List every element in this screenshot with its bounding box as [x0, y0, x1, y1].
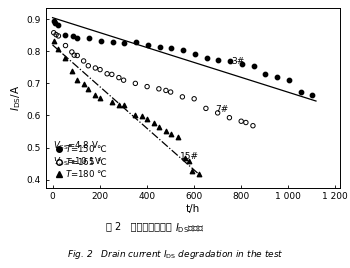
- Point: [192, 52, 198, 56]
- Point: [144, 117, 150, 121]
- Point: [175, 135, 181, 139]
- Point: [156, 125, 162, 129]
- Point: [140, 114, 145, 118]
- Point: [156, 87, 162, 91]
- Point: [196, 172, 202, 176]
- Point: [157, 44, 162, 49]
- Point: [239, 62, 245, 66]
- Y-axis label: $I_{\mathrm{DS}}$/A: $I_{\mathrm{DS}}$/A: [10, 85, 23, 111]
- Point: [109, 72, 115, 77]
- Point: [51, 31, 57, 35]
- Point: [104, 72, 110, 76]
- Point: [169, 46, 174, 50]
- Point: [133, 81, 138, 85]
- Point: [74, 77, 79, 82]
- Text: 7#: 7#: [215, 105, 229, 114]
- Point: [274, 75, 280, 79]
- Point: [69, 50, 75, 54]
- Point: [187, 159, 192, 163]
- Point: [85, 87, 91, 91]
- Point: [133, 113, 138, 117]
- Point: [53, 32, 59, 37]
- Text: $V_{\mathrm{GS}}$=4.8 V: $V_{\mathrm{GS}}$=4.8 V: [53, 139, 99, 152]
- Legend: $T$=150 ℃, $T$=165 ℃, $T$=180 ℃: $T$=150 ℃, $T$=165 ℃, $T$=180 ℃: [53, 141, 110, 181]
- Point: [75, 35, 80, 40]
- Point: [110, 40, 116, 44]
- Point: [203, 106, 209, 110]
- Point: [204, 55, 209, 60]
- Point: [62, 56, 68, 61]
- Point: [51, 19, 57, 23]
- Point: [298, 90, 303, 95]
- Point: [56, 34, 61, 38]
- Point: [92, 66, 98, 70]
- Point: [63, 43, 68, 48]
- Point: [191, 97, 197, 101]
- Point: [189, 169, 195, 173]
- Point: [163, 88, 169, 92]
- Point: [71, 53, 77, 57]
- Point: [121, 41, 127, 45]
- Point: [243, 120, 249, 125]
- Point: [180, 48, 186, 52]
- Point: [133, 40, 139, 44]
- Text: 图 2   试验中漏源电流: 图 2 试验中漏源电流: [106, 221, 175, 231]
- Point: [238, 119, 244, 123]
- Point: [86, 35, 92, 40]
- Point: [51, 39, 57, 43]
- Point: [109, 99, 115, 104]
- Point: [262, 72, 268, 76]
- Point: [151, 120, 157, 125]
- Point: [75, 53, 80, 58]
- Point: [116, 103, 122, 107]
- Point: [70, 34, 75, 38]
- Point: [144, 84, 150, 89]
- Point: [92, 93, 98, 97]
- Point: [215, 111, 220, 115]
- Point: [182, 156, 188, 160]
- Point: [55, 47, 61, 51]
- Text: Fig. 2   Drain current $I_\mathrm{DS}$ degradation in the test: Fig. 2 Drain current $I_\mathrm{DS}$ deg…: [66, 248, 284, 261]
- Text: 3#: 3#: [232, 57, 245, 66]
- Point: [121, 103, 126, 107]
- Point: [250, 124, 256, 128]
- Point: [69, 69, 75, 73]
- Point: [251, 64, 257, 68]
- Point: [81, 59, 86, 63]
- X-axis label: t/h: t/h: [186, 204, 199, 214]
- Point: [56, 23, 61, 27]
- Text: $V_{\mathrm{DS}}$=10.1V: $V_{\mathrm{DS}}$=10.1V: [53, 155, 102, 168]
- Point: [81, 82, 86, 86]
- Point: [116, 76, 122, 80]
- Point: [121, 78, 126, 82]
- Text: $I_\mathrm{DS}$退化图: $I_\mathrm{DS}$退化图: [175, 221, 205, 235]
- Point: [168, 90, 174, 94]
- Point: [163, 128, 169, 133]
- Point: [98, 39, 104, 43]
- Point: [145, 43, 150, 47]
- Point: [228, 59, 233, 63]
- Point: [227, 116, 232, 120]
- Point: [168, 132, 174, 136]
- Point: [85, 64, 91, 68]
- Point: [216, 58, 221, 62]
- Point: [63, 32, 68, 37]
- Point: [52, 21, 58, 25]
- Point: [97, 96, 103, 100]
- Point: [310, 92, 315, 97]
- Point: [286, 78, 292, 82]
- Point: [180, 95, 185, 99]
- Point: [97, 68, 103, 72]
- Text: 15#: 15#: [180, 152, 199, 161]
